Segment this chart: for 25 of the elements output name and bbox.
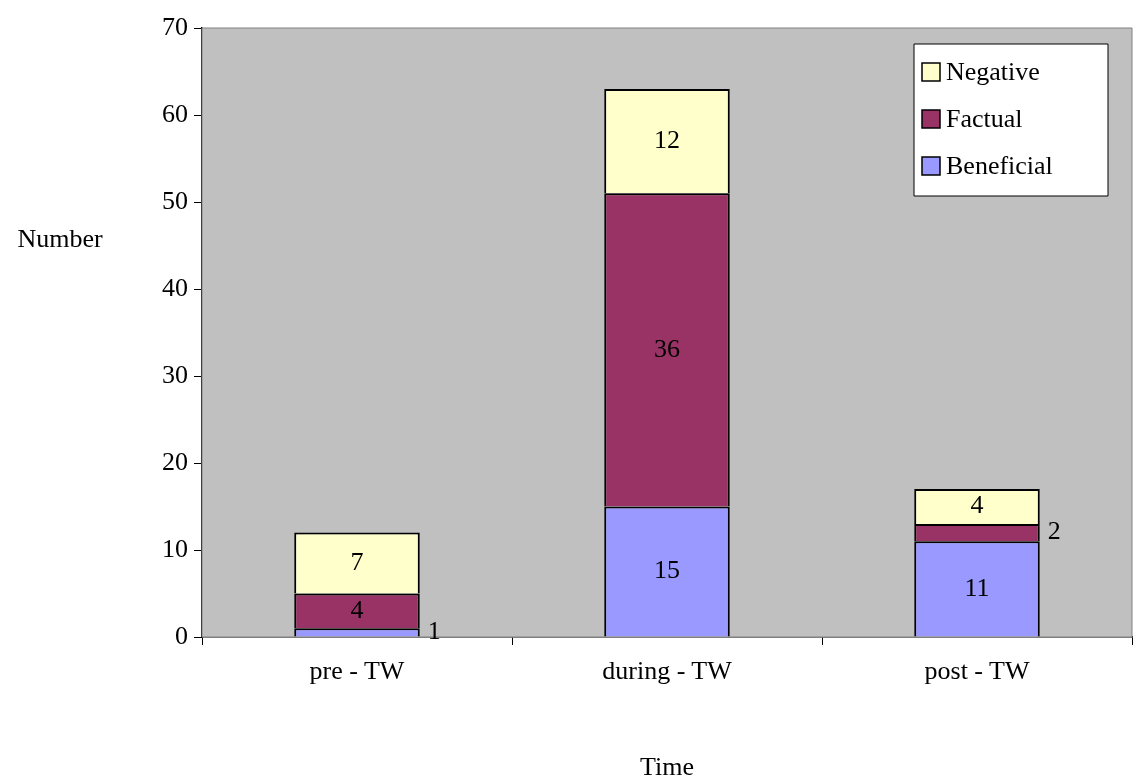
y-tick-label: 70 xyxy=(162,11,188,41)
legend-label: Negative xyxy=(946,56,1040,86)
y-tick-label: 30 xyxy=(162,359,188,389)
x-tick-label: during - TW xyxy=(602,656,733,686)
x-tick-label: post - TW xyxy=(924,656,1030,686)
y-axis-title: Number xyxy=(17,224,103,254)
data-label: 7 xyxy=(350,546,364,576)
data-label: 15 xyxy=(654,555,680,585)
data-label: 1 xyxy=(427,616,441,646)
x-tick-label: pre - TW xyxy=(309,656,405,686)
x-axis-title: Time xyxy=(640,751,694,781)
y-tick-label: 40 xyxy=(162,272,188,302)
y-tick-label: 50 xyxy=(162,185,188,215)
data-label: 36 xyxy=(654,333,680,363)
data-label: 11 xyxy=(964,572,990,602)
y-tick-label: 60 xyxy=(162,98,188,128)
y-tick-label: 0 xyxy=(175,620,188,650)
y-tick-label: 10 xyxy=(162,533,188,563)
data-label: 2 xyxy=(1047,516,1061,546)
data-label: 12 xyxy=(654,124,680,154)
data-label: 4 xyxy=(970,490,984,520)
y-tick-label: 20 xyxy=(162,446,188,476)
legend-label: Beneficial xyxy=(946,150,1053,180)
data-label: 4 xyxy=(350,594,364,624)
legend-label: Factual xyxy=(946,103,1023,133)
